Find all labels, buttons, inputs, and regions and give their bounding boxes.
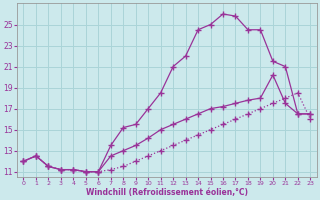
- X-axis label: Windchill (Refroidissement éolien,°C): Windchill (Refroidissement éolien,°C): [86, 188, 248, 197]
